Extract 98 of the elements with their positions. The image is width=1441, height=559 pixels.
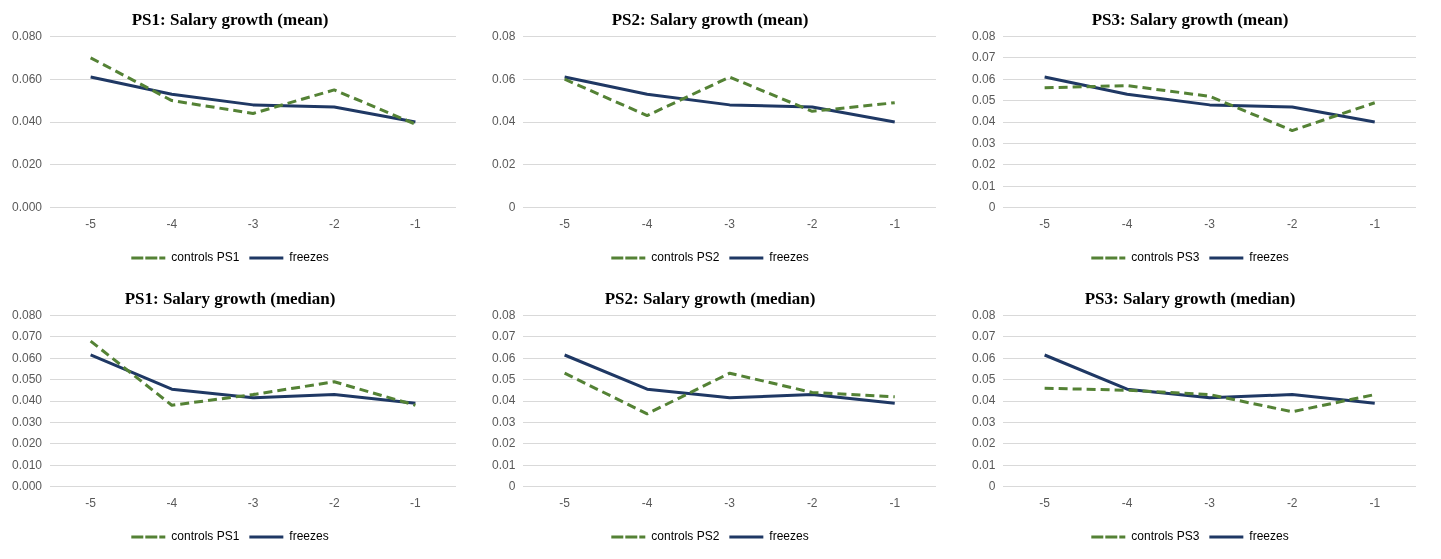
line-series — [89, 56, 417, 126]
y-tick-label: 0.04 — [492, 114, 516, 129]
chart-title: PS1: Salary growth (mean) — [131, 9, 329, 29]
x-tick-label: -4 — [1121, 217, 1133, 232]
chart-title: PS1: Salary growth (median) — [124, 288, 336, 308]
legend-label: controls PS2 — [651, 529, 720, 544]
y-tick-label: 0.040 — [12, 393, 43, 408]
x-tick-label: -5 — [1039, 496, 1051, 511]
x-tick-label: -3 — [724, 496, 736, 511]
y-tick-label: 0.03 — [972, 414, 996, 429]
x-tick-label: -4 — [1121, 496, 1133, 511]
x-tick-label: -1 — [1369, 217, 1381, 232]
y-tick-label: 0 — [508, 478, 516, 493]
y-tick-label: 0 — [508, 199, 516, 214]
y-tick-label: 0.03 — [492, 414, 516, 429]
y-tick-label: 0.020 — [12, 436, 43, 451]
y-tick-label: 0.060 — [12, 350, 43, 365]
legend-label: freezes — [289, 250, 329, 265]
x-tick-label: -4 — [641, 217, 653, 232]
y-tick-label: 0.010 — [12, 457, 43, 472]
x-tick-label: -3 — [247, 496, 259, 511]
y-tick-label: 0.04 — [972, 114, 996, 129]
x-tick-label: -5 — [559, 217, 571, 232]
chart-title: PS3: Salary growth (mean) — [1091, 9, 1289, 29]
legend-label: controls PS2 — [651, 250, 720, 265]
legend-label: controls PS3 — [1131, 250, 1200, 265]
y-tick-label: 0.02 — [492, 436, 516, 451]
y-tick-label: 0.06 — [972, 71, 996, 86]
x-tick-label: -3 — [724, 217, 736, 232]
chart-title: PS2: Salary growth (median) — [604, 288, 816, 308]
line-series — [89, 339, 417, 407]
legend-label: freezes — [769, 529, 809, 544]
x-tick-label: -2 — [1286, 217, 1298, 232]
y-tick-label: 0.01 — [972, 178, 996, 193]
legend-label: freezes — [769, 250, 809, 265]
x-tick-label: -2 — [328, 496, 340, 511]
x-tick-label: -1 — [410, 217, 422, 232]
x-tick-label: -1 — [889, 496, 901, 511]
x-tick-label: -3 — [247, 217, 259, 232]
y-tick-label: 0.01 — [492, 457, 516, 472]
y-tick-label: 0.07 — [492, 329, 516, 344]
y-tick-label: 0.000 — [12, 478, 43, 493]
y-tick-label: 0.04 — [972, 393, 996, 408]
y-tick-label: 0.08 — [492, 307, 516, 322]
x-tick-label: -2 — [806, 217, 818, 232]
x-tick-label: -3 — [1204, 496, 1216, 511]
y-tick-label: 0.05 — [972, 371, 996, 386]
x-tick-label: -3 — [1204, 217, 1216, 232]
y-tick-label: 0.070 — [12, 329, 43, 344]
y-tick-label: 0.02 — [972, 436, 996, 451]
y-tick-label: 0.08 — [972, 28, 996, 43]
x-tick-label: -1 — [410, 496, 422, 511]
x-tick-label: -5 — [85, 496, 97, 511]
y-tick-label: 0.080 — [12, 28, 43, 43]
x-tick-label: -2 — [806, 496, 818, 511]
legend-label: freezes — [289, 529, 329, 544]
x-tick-label: -5 — [1039, 217, 1051, 232]
y-tick-label: 0.06 — [492, 71, 516, 86]
y-tick-label: 0.05 — [972, 92, 996, 107]
y-tick-label: 0.02 — [492, 157, 516, 172]
chart-title: PS3: Salary growth (median) — [1084, 288, 1296, 308]
x-tick-label: -2 — [328, 217, 340, 232]
x-tick-label: -4 — [166, 496, 178, 511]
y-tick-label: 0.020 — [12, 157, 43, 172]
legend-label: controls PS1 — [171, 529, 240, 544]
y-tick-label: 0 — [988, 199, 996, 214]
y-tick-label: 0.060 — [12, 71, 43, 86]
y-tick-label: 0.050 — [12, 371, 43, 386]
y-tick-label: 0.06 — [972, 350, 996, 365]
legend-label: controls PS3 — [1131, 529, 1200, 544]
y-tick-label: 0.04 — [492, 393, 516, 408]
y-tick-label: 0.08 — [492, 28, 516, 43]
x-tick-label: -2 — [1286, 496, 1298, 511]
y-tick-label: 0.06 — [492, 350, 516, 365]
y-tick-label: 0.02 — [972, 157, 996, 172]
x-tick-label: -4 — [641, 496, 653, 511]
y-tick-label: 0 — [988, 478, 996, 493]
y-tick-label: 0.080 — [12, 307, 43, 322]
y-tick-label: 0.040 — [12, 114, 43, 129]
legend-label: freezes — [1249, 529, 1289, 544]
legend-label: controls PS1 — [171, 250, 240, 265]
y-tick-label: 0.030 — [12, 414, 43, 429]
chart-title: PS2: Salary growth (mean) — [611, 9, 809, 29]
x-tick-label: -4 — [166, 217, 178, 232]
x-tick-label: -1 — [889, 217, 901, 232]
y-tick-label: 0.07 — [972, 50, 996, 65]
y-tick-label: 0.05 — [492, 371, 516, 386]
legend-label: freezes — [1249, 250, 1289, 265]
x-tick-label: -1 — [1369, 496, 1381, 511]
x-tick-label: -5 — [559, 496, 571, 511]
y-tick-label: 0.03 — [972, 135, 996, 150]
y-tick-label: 0.000 — [12, 199, 43, 214]
x-tick-label: -5 — [85, 217, 97, 232]
y-tick-label: 0.08 — [972, 307, 996, 322]
y-tick-label: 0.07 — [972, 329, 996, 344]
y-tick-label: 0.01 — [972, 457, 996, 472]
line-series — [563, 371, 897, 416]
line-series — [1043, 84, 1377, 133]
